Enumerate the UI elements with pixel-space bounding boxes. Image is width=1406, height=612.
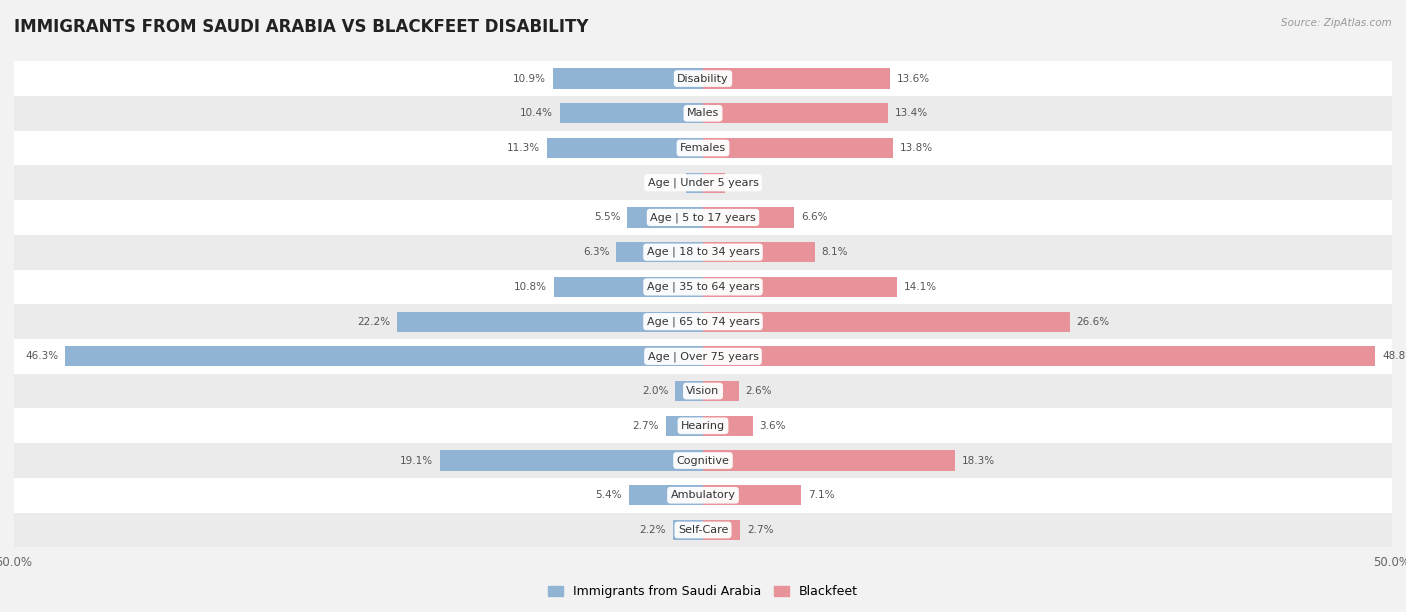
Text: Self-Care: Self-Care (678, 525, 728, 535)
Bar (396, 312, 703, 332)
Text: 10.8%: 10.8% (515, 282, 547, 292)
Text: 22.2%: 22.2% (357, 316, 391, 327)
Bar (703, 173, 725, 193)
Bar (703, 242, 814, 263)
Text: Age | Over 75 years: Age | Over 75 years (648, 351, 758, 362)
Text: 13.8%: 13.8% (900, 143, 934, 153)
Bar (703, 346, 1375, 367)
Bar (14, 130, 1392, 165)
Bar (553, 69, 703, 89)
Bar (675, 381, 703, 401)
Text: IMMIGRANTS FROM SAUDI ARABIA VS BLACKFEET DISABILITY: IMMIGRANTS FROM SAUDI ARABIA VS BLACKFEE… (14, 18, 589, 36)
Text: 7.1%: 7.1% (807, 490, 834, 500)
Text: 2.6%: 2.6% (745, 386, 772, 396)
Text: 26.6%: 26.6% (1077, 316, 1109, 327)
Bar (554, 277, 703, 297)
Text: 1.6%: 1.6% (733, 177, 758, 188)
Bar (560, 103, 703, 124)
Text: 2.2%: 2.2% (640, 525, 666, 535)
Text: 8.1%: 8.1% (821, 247, 848, 257)
Text: 10.4%: 10.4% (520, 108, 553, 118)
Bar (686, 173, 703, 193)
Bar (14, 235, 1392, 269)
Text: 14.1%: 14.1% (904, 282, 938, 292)
Text: 19.1%: 19.1% (399, 455, 433, 466)
Text: 46.3%: 46.3% (25, 351, 58, 361)
Text: 5.5%: 5.5% (593, 212, 620, 222)
Bar (440, 450, 703, 471)
Bar (703, 312, 1070, 332)
Text: Females: Females (681, 143, 725, 153)
Bar (703, 277, 897, 297)
Bar (14, 408, 1392, 443)
Text: Hearing: Hearing (681, 421, 725, 431)
Bar (14, 443, 1392, 478)
Text: 1.2%: 1.2% (652, 177, 679, 188)
Bar (14, 513, 1392, 547)
Text: Source: ZipAtlas.com: Source: ZipAtlas.com (1281, 18, 1392, 28)
Text: 18.3%: 18.3% (962, 455, 995, 466)
Bar (628, 485, 703, 506)
Text: Age | 65 to 74 years: Age | 65 to 74 years (647, 316, 759, 327)
Bar (703, 69, 890, 89)
Bar (547, 138, 703, 158)
Bar (703, 207, 794, 228)
Text: 3.6%: 3.6% (759, 421, 786, 431)
Text: 48.8%: 48.8% (1382, 351, 1406, 361)
Text: 5.4%: 5.4% (595, 490, 621, 500)
Bar (703, 103, 887, 124)
Bar (14, 61, 1392, 96)
Bar (14, 165, 1392, 200)
Text: Age | Under 5 years: Age | Under 5 years (648, 177, 758, 188)
Bar (672, 520, 703, 540)
Bar (14, 200, 1392, 235)
Bar (14, 269, 1392, 304)
Bar (14, 339, 1392, 374)
Text: Vision: Vision (686, 386, 720, 396)
Text: Age | 18 to 34 years: Age | 18 to 34 years (647, 247, 759, 258)
Bar (65, 346, 703, 367)
Bar (703, 485, 801, 506)
Text: 6.3%: 6.3% (583, 247, 609, 257)
Bar (703, 450, 955, 471)
Text: Cognitive: Cognitive (676, 455, 730, 466)
Bar (703, 138, 893, 158)
Text: Age | 35 to 64 years: Age | 35 to 64 years (647, 282, 759, 292)
Bar (14, 304, 1392, 339)
Text: 13.6%: 13.6% (897, 73, 931, 84)
Text: 2.7%: 2.7% (747, 525, 773, 535)
Text: 11.3%: 11.3% (508, 143, 540, 153)
Bar (627, 207, 703, 228)
Text: 13.4%: 13.4% (894, 108, 928, 118)
Text: Males: Males (688, 108, 718, 118)
Text: 6.6%: 6.6% (801, 212, 827, 222)
Text: 10.9%: 10.9% (513, 73, 546, 84)
Text: 2.0%: 2.0% (643, 386, 669, 396)
Bar (616, 242, 703, 263)
Legend: Immigrants from Saudi Arabia, Blackfeet: Immigrants from Saudi Arabia, Blackfeet (543, 580, 863, 603)
Bar (666, 416, 703, 436)
Text: Ambulatory: Ambulatory (671, 490, 735, 500)
Text: Age | 5 to 17 years: Age | 5 to 17 years (650, 212, 756, 223)
Bar (14, 374, 1392, 408)
Bar (14, 96, 1392, 130)
Bar (14, 478, 1392, 513)
Bar (703, 416, 752, 436)
Bar (703, 381, 738, 401)
Text: 2.7%: 2.7% (633, 421, 659, 431)
Bar (703, 520, 740, 540)
Text: Disability: Disability (678, 73, 728, 84)
